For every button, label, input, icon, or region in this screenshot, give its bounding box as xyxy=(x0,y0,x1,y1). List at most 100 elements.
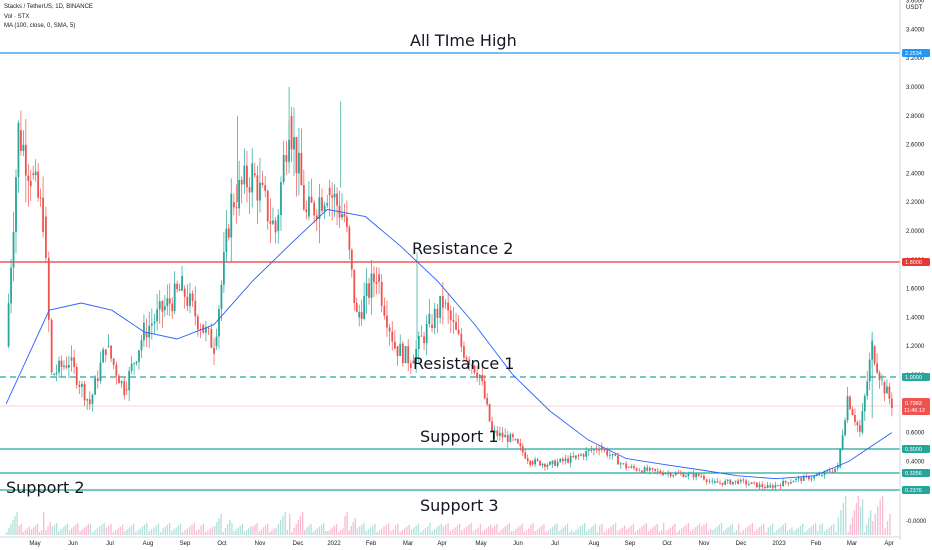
ma-line xyxy=(5,208,893,480)
volume-bar xyxy=(685,524,687,535)
candle-body xyxy=(572,456,575,458)
volume-bar xyxy=(547,530,549,535)
volume-bar xyxy=(252,526,254,535)
volume-bar xyxy=(53,524,56,535)
volume-bar xyxy=(874,513,876,535)
volume-bar xyxy=(62,527,64,535)
y-tick-label: 3.6000 xyxy=(906,0,925,5)
volume-bar xyxy=(433,529,436,535)
volume-bar xyxy=(404,528,406,535)
candle-body xyxy=(813,475,816,479)
y-tick-label: 2.4000 xyxy=(906,171,925,177)
volume-bar xyxy=(47,526,49,535)
volume-bar xyxy=(687,522,690,535)
volume-bar xyxy=(394,525,397,535)
candle-body xyxy=(782,480,785,487)
volume-bar xyxy=(20,523,22,535)
volume-bar xyxy=(103,522,105,535)
candle-body xyxy=(498,432,501,436)
candle-body xyxy=(178,289,181,291)
volume-bar xyxy=(534,531,536,535)
candle-body xyxy=(617,455,619,465)
volume-bar xyxy=(348,530,350,535)
volume-bar xyxy=(680,528,683,535)
volume-bar xyxy=(610,526,612,535)
candle-body xyxy=(220,284,223,310)
candle-body xyxy=(761,484,764,488)
candle-body xyxy=(703,475,705,480)
y-tick-label: 0.6000 xyxy=(906,431,925,437)
currency-label: USDT xyxy=(906,5,923,11)
volume-bar xyxy=(45,530,47,535)
candle-body xyxy=(455,321,457,330)
volume-bar xyxy=(75,524,77,535)
candle-body xyxy=(10,267,12,304)
volume-bar xyxy=(551,526,554,535)
volume-bars xyxy=(6,495,891,535)
candle-body xyxy=(764,487,766,489)
candle-body xyxy=(473,365,476,373)
volume-bar xyxy=(594,523,597,535)
candle-body xyxy=(531,461,534,465)
candle-body xyxy=(110,345,112,359)
x-tick-label: Mar xyxy=(403,541,413,547)
x-tick-label: Sep xyxy=(625,541,636,547)
volume-bar xyxy=(710,529,712,535)
volume-bar xyxy=(718,524,721,535)
candle-body xyxy=(622,463,625,465)
volume-bar xyxy=(872,521,874,535)
volume-bar xyxy=(753,531,756,535)
candle-body xyxy=(529,460,532,465)
volume-bar xyxy=(77,522,79,535)
candle-body xyxy=(176,283,179,290)
volume-bar xyxy=(477,527,479,535)
volume-bar xyxy=(575,530,577,535)
volume-bar xyxy=(150,529,153,535)
volume-bar xyxy=(10,524,12,535)
candle-body xyxy=(554,460,556,466)
volume-bar xyxy=(496,523,498,535)
candle-body xyxy=(355,302,358,312)
candle-body xyxy=(140,340,143,351)
candle-body xyxy=(506,435,509,442)
level-price-tag-text: 0.2376 xyxy=(905,488,922,494)
candle-body xyxy=(672,475,675,477)
volume-bar xyxy=(310,523,312,535)
volume-bar xyxy=(14,516,16,535)
candle-body xyxy=(145,331,148,338)
volume-bar xyxy=(584,522,586,535)
volume-bar xyxy=(731,523,733,535)
volume-bar xyxy=(784,522,787,535)
candle-body xyxy=(598,449,600,451)
candle-body xyxy=(194,300,197,317)
volume-bar xyxy=(725,529,727,535)
volume-bar xyxy=(325,531,327,535)
candle-body xyxy=(569,456,572,463)
volume-bar xyxy=(304,530,306,535)
volume-indicator-label[interactable]: Vol · STX xyxy=(4,14,30,20)
candle-body xyxy=(341,213,343,218)
candle-body xyxy=(687,473,690,476)
volume-bar xyxy=(641,526,643,535)
moving-average-indicator-label[interactable]: MA (100, close, 0, SMA, 5) xyxy=(4,23,76,29)
volume-bar xyxy=(590,527,592,535)
volume-bar xyxy=(712,530,714,535)
x-tick-label: Jun xyxy=(68,541,78,547)
volume-bar xyxy=(500,530,502,535)
volume-bar xyxy=(519,525,521,535)
candle-body xyxy=(343,213,346,217)
candle-body xyxy=(708,481,711,483)
candle-body xyxy=(483,381,486,399)
volume-bar xyxy=(128,527,130,535)
volume-bar xyxy=(855,502,858,535)
candle-body xyxy=(734,480,737,482)
candle-body xyxy=(643,467,646,473)
volume-bar xyxy=(87,523,90,535)
volume-bar xyxy=(791,527,793,535)
volume-bar xyxy=(378,530,381,535)
volume-bar xyxy=(135,532,137,535)
volume-bar xyxy=(806,530,808,535)
candle-body xyxy=(732,481,734,485)
candle-body xyxy=(774,484,777,488)
